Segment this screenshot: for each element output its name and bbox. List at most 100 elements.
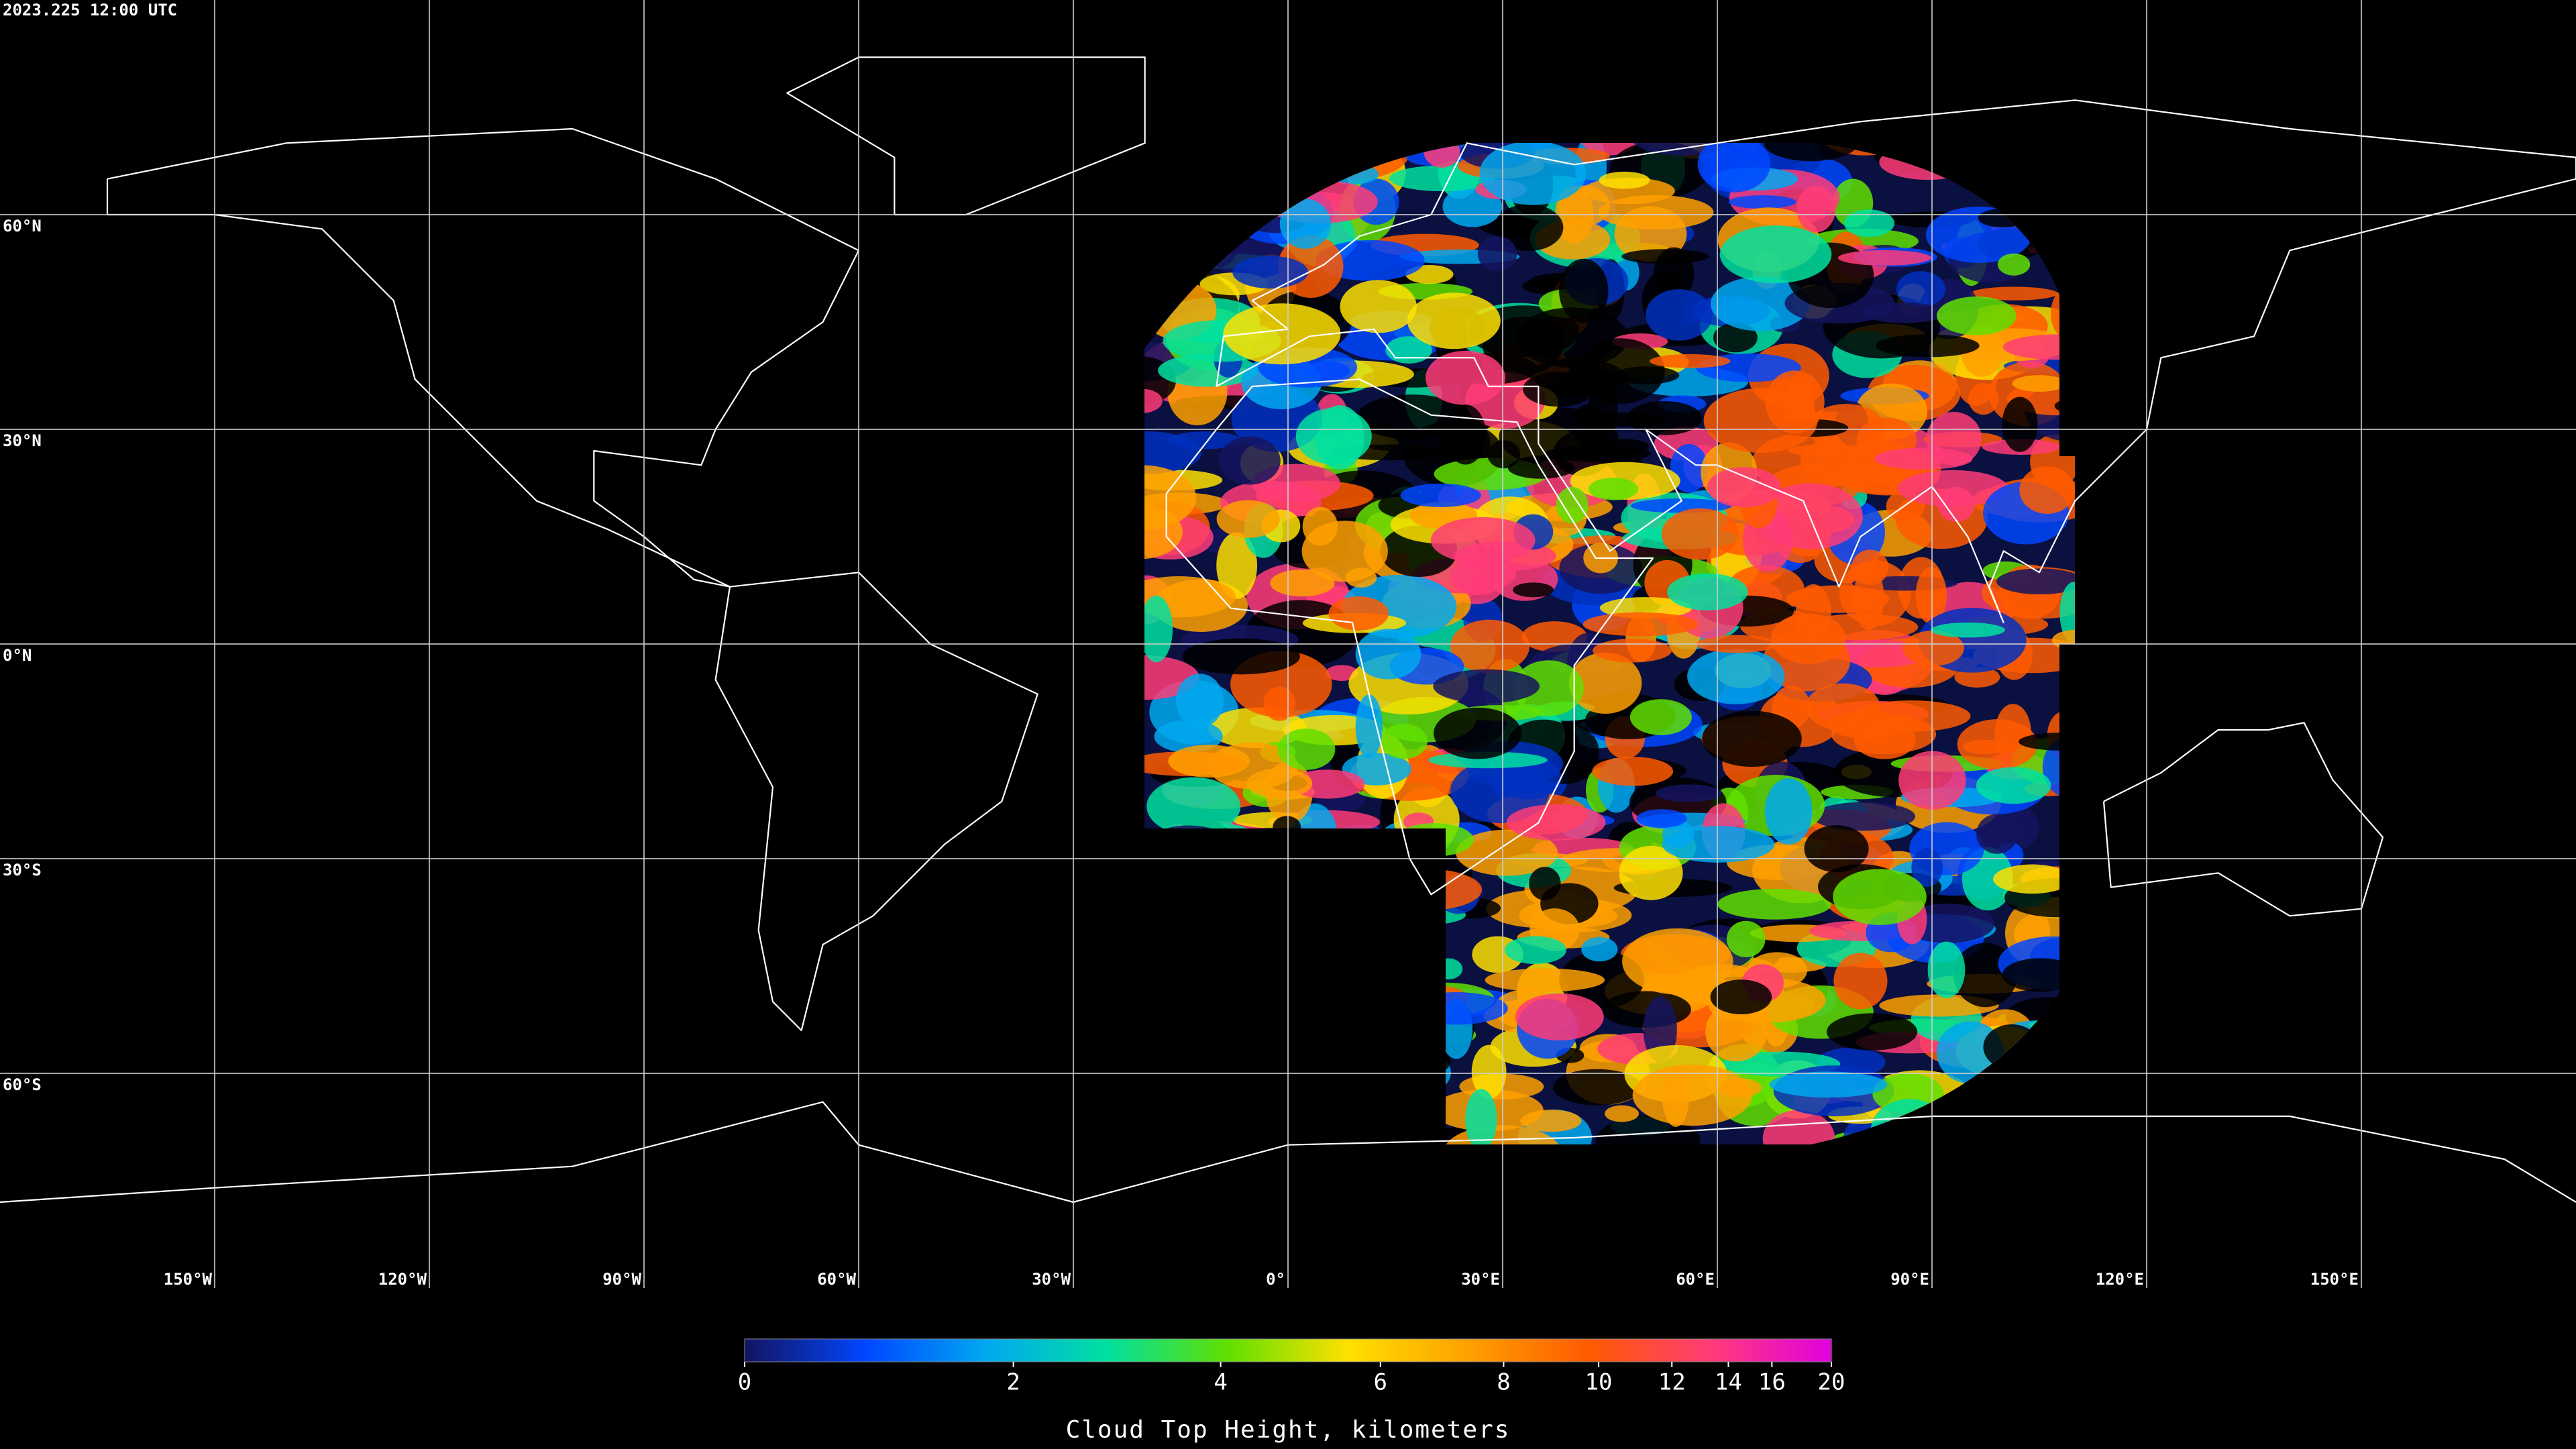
cloud-patch <box>1523 371 1595 407</box>
cloud-patch <box>1445 405 1487 465</box>
cloud-patch <box>1837 250 1931 266</box>
cloud-patch <box>1719 225 1832 284</box>
cloud-patch <box>1355 694 1383 759</box>
longitude-label: 90°W <box>602 1270 641 1289</box>
colorbar: 0 2 4 6 8 10 12 14 16 20 Cloud Top Height, kilomet… <box>738 1338 1845 1444</box>
coastline <box>714 572 1038 1032</box>
longitude-label: 120°W <box>378 1270 427 1289</box>
colorbar-tick-label: 16 <box>1758 1369 1786 1396</box>
latitude-label: 0°N <box>3 646 32 665</box>
longitude-label: 0° <box>1266 1270 1285 1289</box>
latitude-label: 60°S <box>3 1075 42 1094</box>
cloud-patch <box>1619 845 1683 900</box>
cloud-patch <box>1896 271 1946 307</box>
cloud-patch <box>1656 784 1723 802</box>
cloud-patch <box>2002 396 2038 452</box>
cloud-patch <box>1175 674 1224 728</box>
cloud-patch <box>1851 549 1889 586</box>
cloud-patch <box>1621 249 1709 264</box>
cloud-patch <box>1581 936 1618 962</box>
colorbar-tick-label: 4 <box>1214 1369 1227 1396</box>
colorbar-label: Cloud Top Height, kilometers <box>1066 1416 1511 1444</box>
cloud-patch <box>1277 729 1336 770</box>
longitude-label: 30°W <box>1032 1270 1071 1289</box>
cloud-patch <box>1529 867 1561 900</box>
colorbar-tick-label: 12 <box>1658 1369 1686 1396</box>
cloud-patch <box>1504 936 1566 965</box>
cloud-patch <box>1927 941 1966 998</box>
cloud-patch <box>2019 466 2075 514</box>
cloud-patch <box>1993 864 2072 894</box>
cloud-patch <box>1385 336 1432 364</box>
cloud-patch <box>1477 236 1517 272</box>
cloud-patch <box>1826 1013 1918 1051</box>
cloud-patch <box>1216 500 1280 538</box>
cloud-patch <box>2002 334 2075 360</box>
cloud-patch <box>1340 280 1417 333</box>
cloud-patch <box>1588 478 1639 500</box>
cloud-patch <box>1687 649 1785 704</box>
cloud-patch <box>1926 412 1982 466</box>
cloud-patch <box>1144 356 1177 406</box>
cloud-patch <box>1970 286 2058 301</box>
cloud-patch <box>1957 719 2038 769</box>
cloud-patch <box>1559 185 1611 227</box>
cloud-patch <box>1513 582 1554 598</box>
coastline <box>2102 722 2384 917</box>
cloud-patch <box>1154 720 1223 753</box>
cloud-patch <box>1407 292 1501 350</box>
cloud-patch <box>1710 276 1811 331</box>
longitude-label: 30°E <box>1461 1270 1500 1289</box>
cloud-patch <box>1713 323 1758 353</box>
cloud-patch <box>1279 199 1332 249</box>
colorbar-tick-label: 8 <box>1497 1369 1510 1396</box>
coastline <box>0 1101 2576 1203</box>
cloud-patch <box>1295 408 1372 465</box>
cloud-patch <box>1968 382 1999 415</box>
cloud-patch <box>1487 440 1521 469</box>
cloud-patch <box>1485 968 1605 992</box>
cloud-patch <box>1854 719 1916 759</box>
cloud-patch <box>1144 595 1173 663</box>
cloud-patch <box>1765 370 1825 434</box>
cloud-patch <box>1599 171 1650 189</box>
cloud-patch <box>1897 470 2008 507</box>
cloud-patch <box>1433 669 1540 704</box>
cloud-patch <box>1911 847 1943 887</box>
cloud-patch <box>1582 612 1698 637</box>
longitude-label: 150°E <box>2310 1270 2359 1289</box>
cloud-patch <box>1596 1116 1701 1144</box>
longitude-label: 90°E <box>1890 1270 1929 1289</box>
latitude-label: 30°S <box>3 861 42 879</box>
cloud-patch <box>1769 1071 1888 1098</box>
cloud-patch <box>1804 613 1919 641</box>
cloud-patch <box>1702 710 1802 767</box>
cloud-patch <box>1216 532 1258 599</box>
cloud-patch <box>1717 888 1832 920</box>
colorbar-tick-label: 14 <box>1715 1369 1742 1396</box>
latitude-label: 60°N <box>3 217 42 235</box>
cloud-patch <box>1833 869 1927 925</box>
cloud-patch <box>1667 573 1748 610</box>
longitude-label: 120°E <box>2096 1270 2144 1289</box>
graticule: 60°N 30°N 0°N 30°S 60°S 150°W 120°W 90°W 60°W 30°… <box>0 0 2576 1289</box>
cloud-patch <box>1450 619 1529 674</box>
coastline <box>1165 378 1654 896</box>
cloud-patch <box>1662 826 1775 863</box>
cloud-patch <box>1833 953 1888 1010</box>
cloud-patch <box>1843 209 1895 237</box>
colorbar-tick-label: 0 <box>738 1369 751 1396</box>
cloud-patch <box>2059 582 2075 644</box>
cloud-patch <box>1471 1044 1507 1099</box>
colorbar-tick-label: 20 <box>1818 1369 1845 1396</box>
cloud-patch <box>1146 777 1241 836</box>
cloud-patch <box>1812 802 1916 831</box>
cloud-patch <box>1506 804 1606 841</box>
cloud-patch <box>1632 1064 1752 1126</box>
cloud-patch <box>1450 759 1550 823</box>
cloud-patch <box>1862 303 1947 323</box>
cloud-patch <box>1426 350 1505 405</box>
coastline <box>786 56 1146 216</box>
coastline <box>1216 99 2576 624</box>
cloud-patch <box>1707 467 1782 508</box>
